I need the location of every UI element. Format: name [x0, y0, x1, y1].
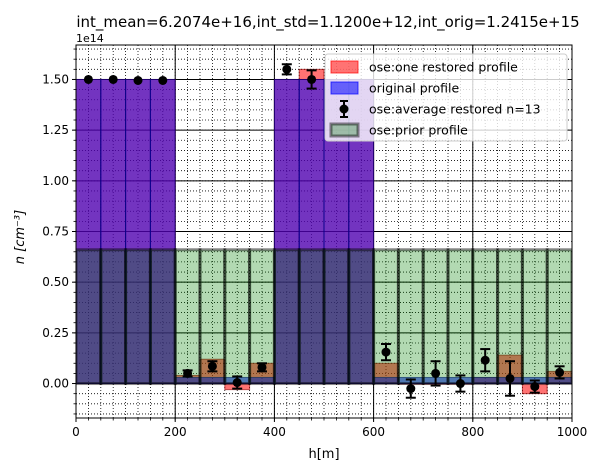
x-tick-label: 200 — [164, 425, 187, 439]
errorbar-marker — [108, 74, 118, 84]
errorbar-marker — [381, 347, 391, 357]
errorbar-marker — [307, 74, 317, 84]
x-tick-label: 0 — [72, 425, 80, 439]
errorbar-marker — [455, 379, 465, 389]
plot-area: 0 200 400 600 800 1000 0.00 0.25 0.50 0.75 1.00 1.2… — [42, 44, 588, 439]
errorbar-marker — [183, 368, 193, 378]
y-tick-label: 1.25 — [42, 123, 69, 137]
x-tick-label: 400 — [263, 425, 286, 439]
legend-errorbar-marker — [339, 104, 349, 114]
bar-prior — [297, 248, 326, 386]
legend-frame — [324, 53, 568, 142]
legend-label: ose:one restored profile — [369, 60, 518, 75]
errorbar-marker — [83, 74, 93, 84]
errorbar-marker — [282, 64, 292, 74]
bar-prior — [272, 248, 301, 386]
y-axis-offset-text: 1e14 — [76, 32, 104, 45]
errorbar-marker — [133, 75, 143, 85]
bar-prior — [520, 248, 549, 386]
bar-prior — [124, 248, 152, 386]
errorbar-marker — [505, 373, 515, 383]
y-tick-label: 1.00 — [42, 174, 69, 188]
bars-group — [76, 68, 572, 395]
bar-original — [298, 78, 325, 385]
x-tick-label: 1000 — [557, 425, 588, 439]
bar-prior — [76, 248, 103, 386]
y-axis-label: n [cm⁻³] — [13, 210, 28, 264]
bar-original — [125, 78, 151, 385]
x-tick-label: 800 — [461, 425, 484, 439]
bar-original — [273, 78, 300, 385]
y-tick-label: 0.50 — [42, 275, 69, 289]
bar-prior — [99, 248, 128, 386]
bar-prior — [322, 248, 351, 386]
bar-prior — [446, 248, 475, 386]
legend-label: ose:prior profile — [369, 123, 468, 138]
errorbar-marker — [406, 384, 416, 394]
y-tick-label: 0.25 — [42, 326, 69, 340]
x-tick-label: 600 — [362, 425, 385, 439]
legend-swatch — [329, 122, 360, 138]
bar-prior — [347, 248, 376, 386]
bar-prior — [372, 248, 400, 386]
bar-prior — [248, 248, 276, 386]
bar-prior — [223, 248, 252, 386]
errorbar-marker — [158, 75, 168, 85]
errorbar-marker — [207, 361, 217, 371]
errorbar-marker — [232, 378, 242, 388]
errorbar-marker — [530, 382, 540, 392]
legend-swatch — [330, 60, 359, 74]
bar-prior — [545, 248, 572, 386]
bar-prior — [148, 248, 177, 386]
legend: ose:one restored profile original profile… — [324, 53, 568, 142]
x-axis-label: h[m] — [308, 447, 339, 462]
bar-prior — [173, 248, 202, 386]
errorbar-marker — [555, 367, 565, 377]
chart-title: int_mean=6.2074e+16,int_std=1.1200e+12,i… — [76, 13, 579, 32]
bar-prior — [396, 248, 425, 386]
errorbar-marker — [480, 355, 490, 365]
errorbar-marker — [431, 368, 441, 378]
y-tick-label: 0.75 — [42, 225, 69, 239]
legend-swatch — [330, 81, 359, 95]
legend-label: ose:average restored n=13 — [369, 102, 541, 117]
y-tick-label: 1.50 — [42, 72, 69, 86]
errorbar-marker — [257, 362, 267, 372]
legend-label: original profile — [369, 81, 459, 96]
y-tick-label: 0.00 — [42, 377, 69, 391]
